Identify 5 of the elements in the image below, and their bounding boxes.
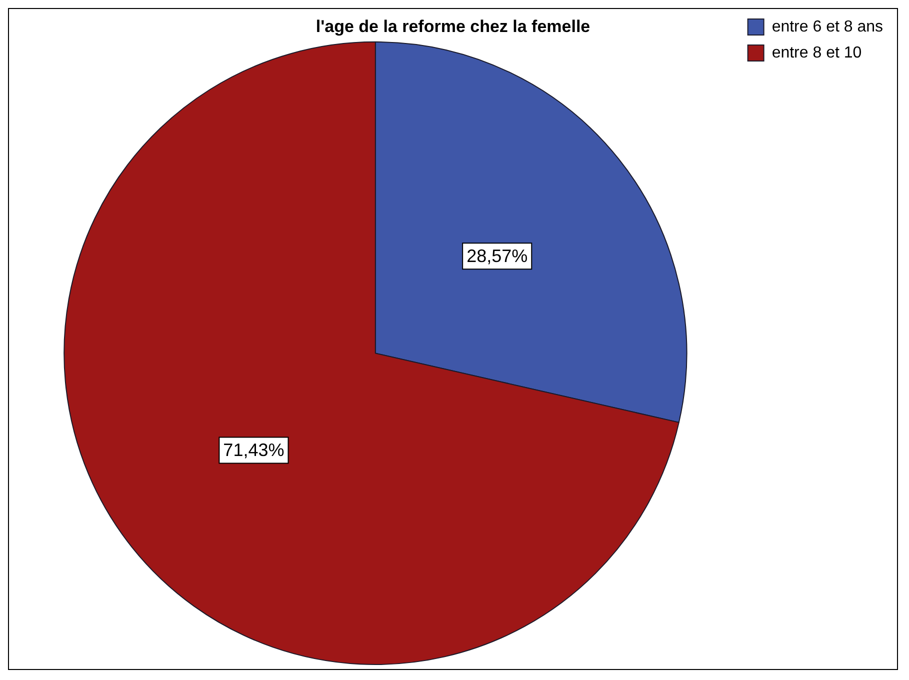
chart-title: l'age de la reforme chez la femelle	[316, 16, 590, 36]
legend-label: entre 8 et 10	[772, 44, 862, 62]
data-label: 28,57%	[466, 246, 528, 266]
data-label: 71,43%	[223, 440, 284, 460]
legend-label: entre 6 et 8 ans	[772, 18, 883, 36]
